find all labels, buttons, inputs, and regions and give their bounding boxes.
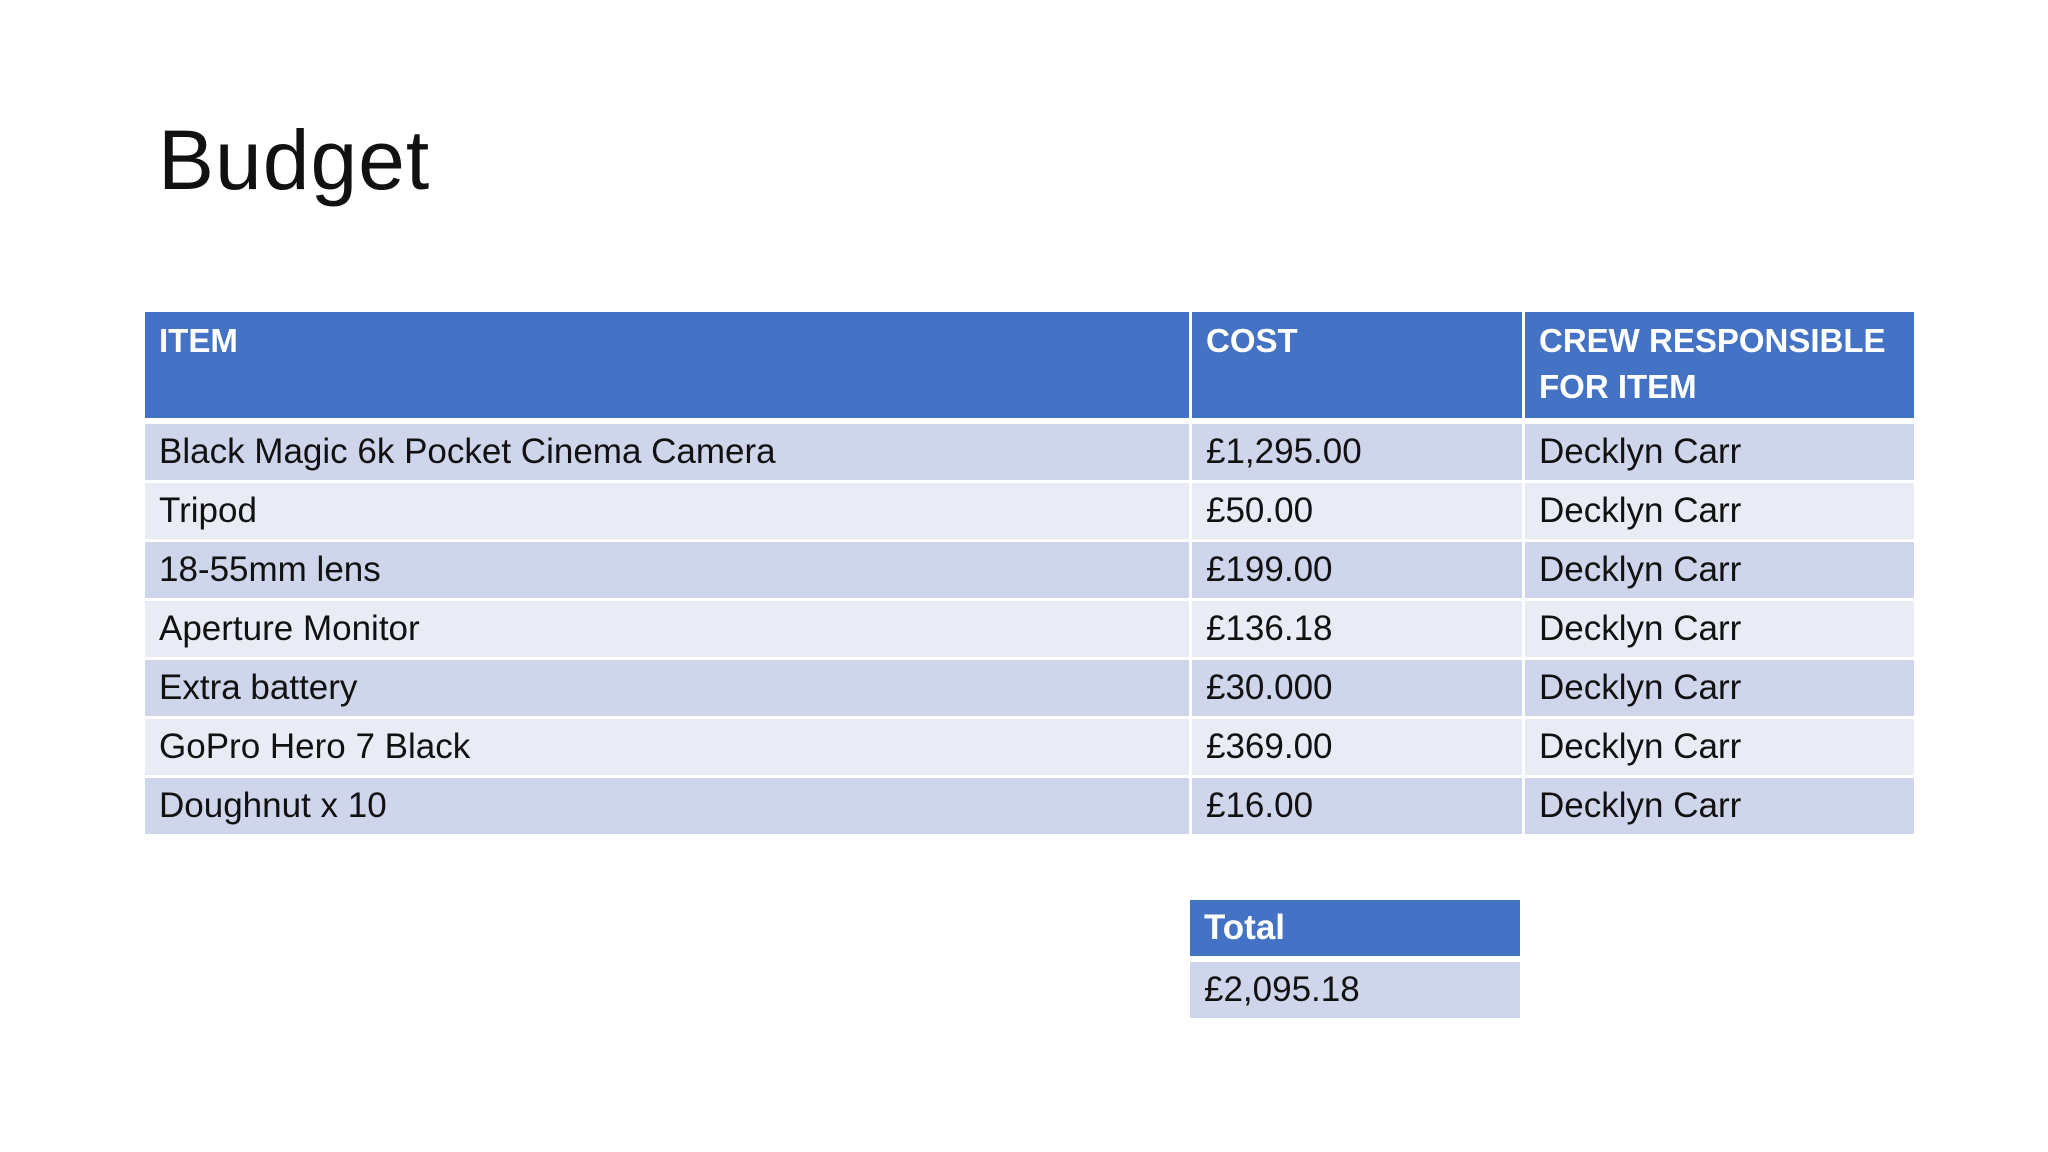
table-row: Doughnut x 10 £16.00 Decklyn Carr [142, 775, 1917, 837]
item-cell: Aperture Monitor [142, 598, 1192, 660]
total-header-row: Total [1187, 897, 1523, 962]
item-cell: Tripod [142, 480, 1192, 542]
column-header-cost: COST [1189, 309, 1525, 424]
crew-cell: Decklyn Carr [1522, 657, 1917, 719]
budget-table: ITEM COST CREW RESPONSIBLE FOR ITEM Blac… [142, 309, 1917, 837]
crew-cell: Decklyn Carr [1522, 775, 1917, 837]
table-row: Extra battery £30.000 Decklyn Carr [142, 657, 1917, 719]
crew-cell: Decklyn Carr [1522, 419, 1917, 483]
total-header: Total [1187, 897, 1523, 962]
crew-cell: Decklyn Carr [1522, 716, 1917, 778]
table-row: Tripod £50.00 Decklyn Carr [142, 480, 1917, 542]
cost-cell: £136.18 [1189, 598, 1525, 660]
crew-cell: Decklyn Carr [1522, 539, 1917, 601]
crew-cell: Decklyn Carr [1522, 598, 1917, 660]
item-cell: 18-55mm lens [142, 539, 1192, 601]
table-row: GoPro Hero 7 Black £369.00 Decklyn Carr [142, 716, 1917, 778]
total-value-row: £2,095.18 [1187, 957, 1523, 1021]
item-cell: Doughnut x 10 [142, 775, 1192, 837]
crew-cell: Decklyn Carr [1522, 480, 1917, 542]
cost-cell: £369.00 [1189, 716, 1525, 778]
table-row: 18-55mm lens £199.00 Decklyn Carr [142, 539, 1917, 601]
cost-cell: £16.00 [1189, 775, 1525, 837]
cost-cell: £50.00 [1189, 480, 1525, 542]
table-row: Aperture Monitor £136.18 Decklyn Carr [142, 598, 1917, 660]
total-value: £2,095.18 [1187, 957, 1523, 1021]
slide-title: Budget [158, 113, 431, 207]
item-cell: GoPro Hero 7 Black [142, 716, 1192, 778]
total-table: Total £2,095.18 [1187, 897, 1523, 1021]
table-header-row: ITEM COST CREW RESPONSIBLE FOR ITEM [142, 309, 1917, 424]
cost-cell: £1,295.00 [1189, 419, 1525, 483]
table-row: Black Magic 6k Pocket Cinema Camera £1,2… [142, 419, 1917, 483]
column-header-crew: CREW RESPONSIBLE FOR ITEM [1522, 309, 1917, 424]
cost-cell: £199.00 [1189, 539, 1525, 601]
item-cell: Black Magic 6k Pocket Cinema Camera [142, 419, 1192, 483]
cost-cell: £30.000 [1189, 657, 1525, 719]
item-cell: Extra battery [142, 657, 1192, 719]
column-header-item: ITEM [142, 309, 1192, 424]
